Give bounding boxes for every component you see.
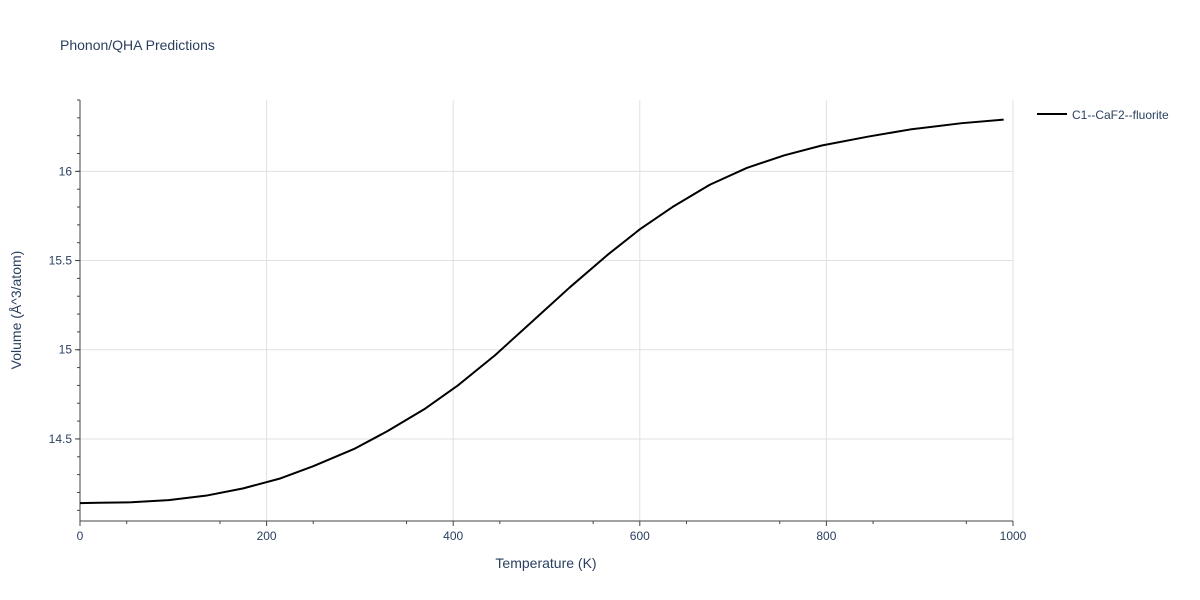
minor-ticks xyxy=(77,99,967,524)
x-tick-label: 200 xyxy=(257,529,277,543)
y-tick-label: 15.5 xyxy=(49,254,73,268)
x-tick-label: 400 xyxy=(443,529,463,543)
y-gridlines xyxy=(80,170,1013,440)
y-axis-title: Volume (Å^3/atom) xyxy=(8,251,24,370)
x-tick-label: 800 xyxy=(816,529,836,543)
series-layer xyxy=(79,118,1004,505)
x-tick-label: 1000 xyxy=(1000,529,1027,543)
y-tick-label: 16 xyxy=(59,164,73,178)
y-tick-label: 15 xyxy=(59,343,73,357)
x-axis-title: Temperature (K) xyxy=(495,555,596,571)
x-tick-label: 0 xyxy=(77,529,84,543)
legend[interactable]: C1--CaF2--fluorite xyxy=(1037,108,1169,122)
legend-label: C1--CaF2--fluorite xyxy=(1072,108,1169,122)
x-tick-label: 600 xyxy=(630,529,650,543)
chart-title: Phonon/QHA Predictions xyxy=(60,37,215,53)
series-line[interactable] xyxy=(79,118,1004,505)
x-axis-ticks: 0 200 400 600 800 1000 xyxy=(77,521,1027,543)
x-gridlines xyxy=(266,100,1014,521)
y-axis-ticks: 14.5 15 15.5 16 xyxy=(49,164,80,446)
y-tick-label: 14.5 xyxy=(49,432,73,446)
